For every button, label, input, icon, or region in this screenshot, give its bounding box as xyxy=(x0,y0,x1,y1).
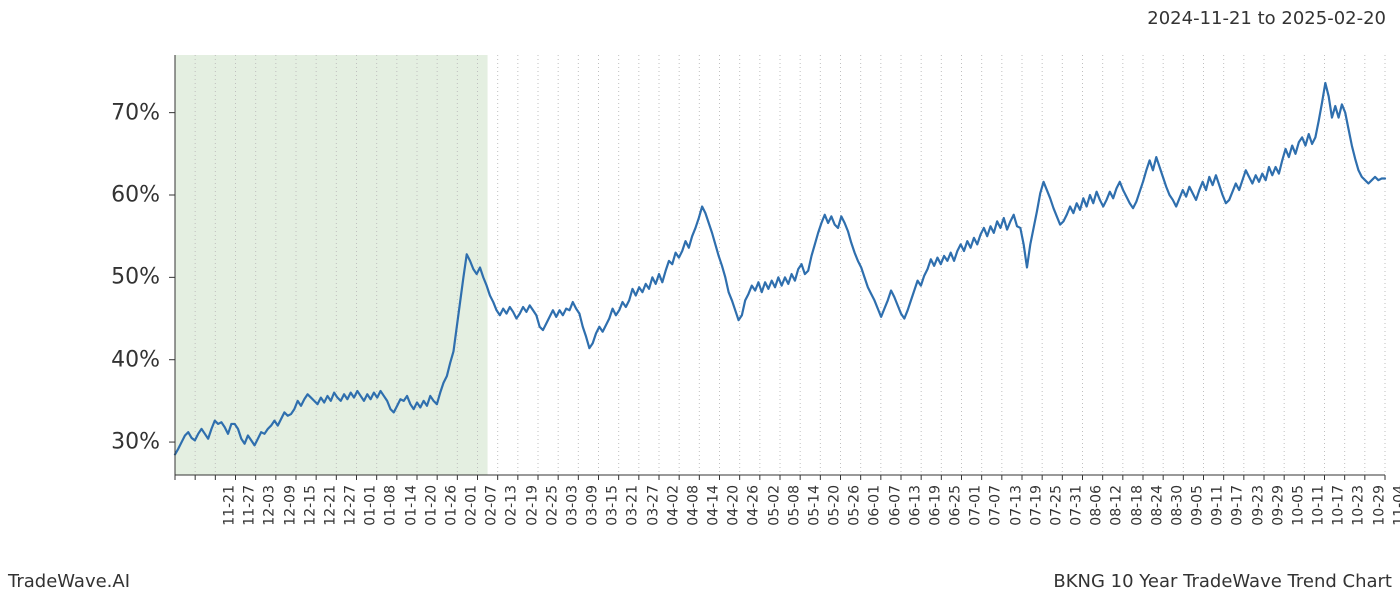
x-tick-label: 01-26 xyxy=(444,485,460,526)
x-tick-label: 08-24 xyxy=(1149,485,1165,526)
x-tick-label: 09-23 xyxy=(1250,485,1266,526)
line-chart xyxy=(175,55,1385,475)
x-tick-label: 09-05 xyxy=(1190,485,1206,526)
y-tick-label: 70% xyxy=(0,100,160,125)
x-tick-label: 07-25 xyxy=(1049,485,1065,526)
x-tick-label: 01-08 xyxy=(383,485,399,526)
x-tick-label: 05-14 xyxy=(807,485,823,526)
y-tick-label: 50% xyxy=(0,265,160,290)
chart-title: BKNG 10 Year TradeWave Trend Chart xyxy=(1053,571,1392,592)
x-tick-label: 08-18 xyxy=(1129,485,1145,526)
x-tick-label: 12-15 xyxy=(302,485,318,526)
x-tick-label: 06-07 xyxy=(887,485,903,526)
x-tick-label: 06-19 xyxy=(928,485,944,526)
x-tick-label: 07-07 xyxy=(988,485,1004,526)
chart-container: 2024-11-21 to 2025-02-20 30% 40% 50% 60% 70%… xyxy=(0,0,1400,600)
x-tick-label: 11-27 xyxy=(242,485,258,526)
x-tick-label: 10-29 xyxy=(1371,485,1387,526)
y-tick-label: 30% xyxy=(0,430,160,455)
x-tick-label: 07-01 xyxy=(968,485,984,526)
x-tick-label: 02-07 xyxy=(484,485,500,526)
x-tick-label: 07-13 xyxy=(1008,485,1024,526)
x-tick-label: 10-05 xyxy=(1291,485,1307,526)
x-tick-label: 08-30 xyxy=(1170,485,1186,526)
x-tick-label: 12-03 xyxy=(262,485,278,526)
x-tick-label: 04-08 xyxy=(686,485,702,526)
x-tick-label: 06-13 xyxy=(907,485,923,526)
x-tick-label: 11-04 xyxy=(1391,485,1400,526)
brand-label: TradeWave.AI xyxy=(8,571,130,592)
x-tick-label: 12-21 xyxy=(323,485,339,526)
x-tick-label: 03-27 xyxy=(645,485,661,526)
x-tick-label: 08-12 xyxy=(1109,485,1125,526)
x-tick-label: 12-27 xyxy=(343,485,359,526)
x-tick-label: 05-08 xyxy=(786,485,802,526)
x-tick-label: 04-26 xyxy=(746,485,762,526)
y-tick-label: 40% xyxy=(0,347,160,372)
x-tick-label: 03-15 xyxy=(605,485,621,526)
x-tick-label: 02-01 xyxy=(464,485,480,526)
x-tick-label: 10-17 xyxy=(1331,485,1347,526)
x-tick-label: 08-06 xyxy=(1089,485,1105,526)
x-tick-label: 02-19 xyxy=(524,485,540,526)
x-tick-label: 09-17 xyxy=(1230,485,1246,526)
x-tick-label: 05-02 xyxy=(766,485,782,526)
x-tick-label: 04-02 xyxy=(665,485,681,526)
x-tick-label: 02-13 xyxy=(504,485,520,526)
x-tick-label: 02-25 xyxy=(544,485,560,526)
x-tick-label: 07-19 xyxy=(1028,485,1044,526)
x-tick-label: 01-20 xyxy=(423,485,439,526)
x-tick-label: 09-29 xyxy=(1270,485,1286,526)
x-tick-label: 05-26 xyxy=(847,485,863,526)
x-tick-label: 01-01 xyxy=(363,485,379,526)
x-tick-label: 05-20 xyxy=(827,485,843,526)
x-tick-label: 09-11 xyxy=(1210,485,1226,526)
x-tick-label: 03-09 xyxy=(585,485,601,526)
x-tick-label: 12-09 xyxy=(282,485,298,526)
x-tick-label: 01-14 xyxy=(403,485,419,526)
x-tick-label: 03-03 xyxy=(565,485,581,526)
x-tick-label: 06-25 xyxy=(948,485,964,526)
x-tick-label: 10-11 xyxy=(1311,485,1327,526)
date-range-label: 2024-11-21 to 2025-02-20 xyxy=(1147,8,1386,29)
x-tick-label: 04-14 xyxy=(706,485,722,526)
x-tick-label: 04-20 xyxy=(726,485,742,526)
y-tick-label: 60% xyxy=(0,183,160,208)
x-tick-label: 11-21 xyxy=(222,485,238,526)
x-tick-label: 10-23 xyxy=(1351,485,1367,526)
x-tick-label: 06-01 xyxy=(867,485,883,526)
x-tick-label: 03-21 xyxy=(625,485,641,526)
x-tick-label: 07-31 xyxy=(1069,485,1085,526)
